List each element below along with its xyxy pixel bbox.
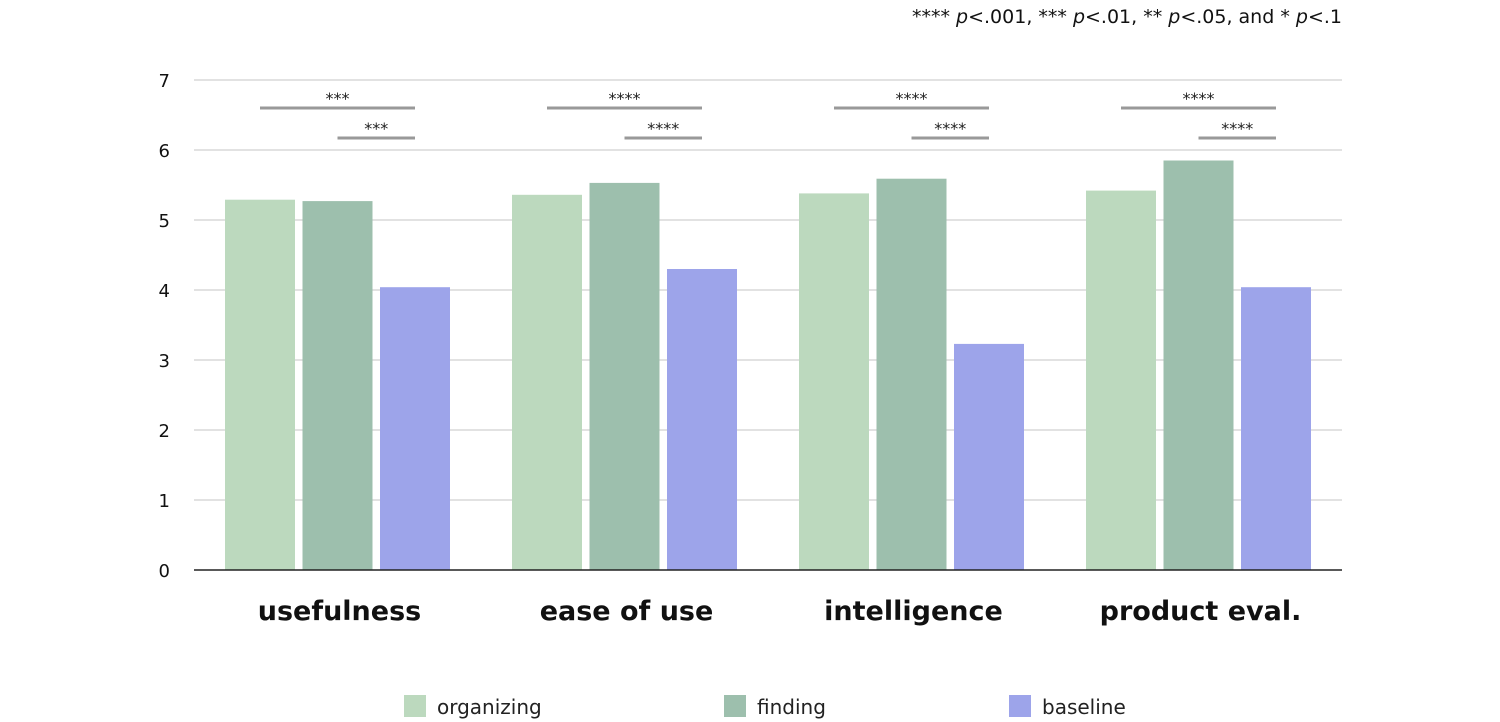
legend-swatch-organizing — [404, 695, 426, 717]
y-tick-label: 1 — [159, 491, 170, 512]
significance-label: *** — [326, 89, 350, 108]
significance-label: **** — [647, 119, 679, 138]
bars — [225, 160, 1311, 571]
significance-label: **** — [1183, 89, 1215, 108]
y-tick-label: 5 — [159, 211, 170, 232]
legend-label-organizing: organizing — [437, 695, 542, 719]
significance-label: **** — [1221, 119, 1253, 138]
y-tick-label: 2 — [159, 421, 170, 442]
y-tick-label: 7 — [159, 71, 170, 92]
y-tick-label: 3 — [159, 351, 170, 372]
bar-finding — [1163, 160, 1234, 570]
y-tick-label: 4 — [159, 281, 170, 302]
category-label: intelligence — [824, 596, 1003, 627]
bar-baseline — [954, 343, 1024, 570]
bar-baseline — [667, 269, 737, 570]
bar-organizing — [512, 194, 582, 571]
axes: 0 1 2 3 4 5 6 7 usefulness ease of use intelligenc… — [159, 71, 1342, 627]
bar-organizing — [225, 199, 295, 570]
legend-label-baseline: baseline — [1042, 695, 1126, 719]
category-label: usefulness — [258, 596, 422, 627]
legend-swatch-baseline — [1009, 695, 1031, 717]
bar-finding — [302, 201, 373, 570]
significance-label: *** — [364, 119, 388, 138]
legend: organizing finding baseline — [404, 695, 1126, 719]
significance-label: **** — [609, 89, 641, 108]
bar-baseline — [1241, 287, 1311, 570]
significance-note: **** p<.001, *** p<.01, ** p<.05, and * … — [911, 6, 1342, 28]
bar-baseline — [380, 287, 450, 570]
y-tick-label: 6 — [159, 141, 170, 162]
category-label: product eval. — [1100, 596, 1302, 627]
significance-label: **** — [934, 119, 966, 138]
bar-finding — [876, 178, 947, 570]
legend-label-finding: finding — [757, 695, 826, 719]
y-tick-label: 0 — [159, 561, 170, 582]
category-label: ease of use — [540, 596, 714, 627]
bar-organizing — [799, 193, 869, 570]
bar-organizing — [1086, 190, 1156, 570]
legend-swatch-finding — [724, 695, 746, 717]
significance-brackets: ****************************** — [260, 89, 1276, 140]
significance-label: **** — [896, 89, 928, 108]
bar-finding — [589, 182, 660, 570]
